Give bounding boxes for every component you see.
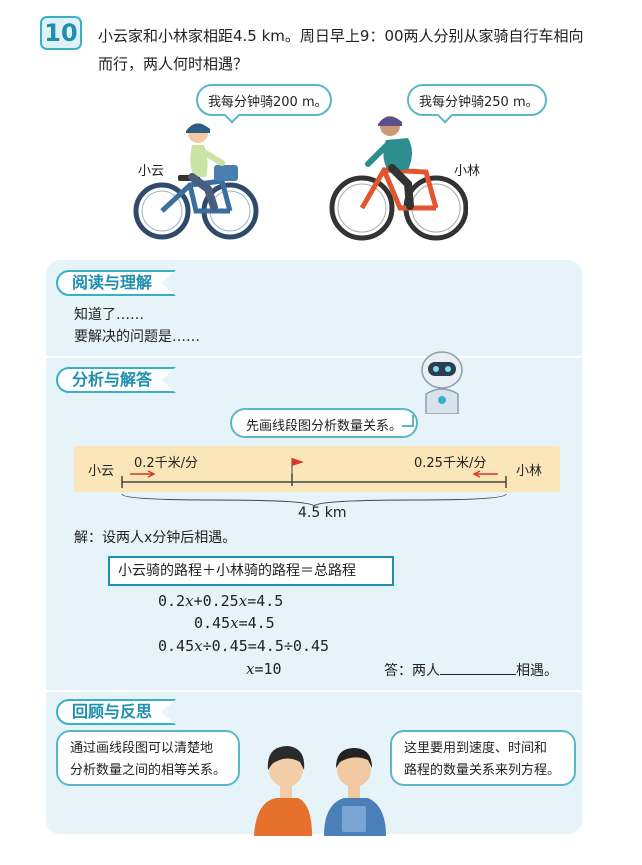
diagram-total-distance: 4.5 km	[298, 505, 347, 521]
equation-step-4: x=10	[246, 660, 282, 678]
cyclist-xiaolin-illustration	[329, 116, 468, 241]
read-line-known: 知道了……	[74, 307, 144, 323]
equation-relation-box: 小云骑的路程＋小林骑的路程＝总路程	[108, 556, 394, 586]
review-bubble-left-line2: 分析数量之间的相等关系。	[70, 763, 227, 778]
name-label-xiaolin: 小林	[454, 164, 481, 179]
review-bubble-left-line1: 通过画线段图可以清楚地	[70, 741, 214, 756]
robot-speech-bubble: 先画线段图分析数量关系。	[230, 408, 418, 438]
read-line-question: 要解决的问题是……	[74, 329, 200, 345]
problem-text: 小云家和小林家相距4.5 km。周日早上9：00两人分别从家骑自行车相向而行，两…	[98, 27, 584, 73]
diagram-label-xiaoyun: 小云	[88, 464, 115, 479]
review-bubble-right: 这里要用到速度、时间和 路程的数量关系来列方程。	[390, 730, 576, 786]
section-heading-read: 阅读与理解	[56, 270, 177, 296]
solution-intro: 解：设两人x分钟后相遇。	[74, 530, 237, 546]
diagram-label-xiaolin: 小林	[516, 464, 543, 479]
name-label-xiaoyun: 小云	[138, 164, 165, 179]
cyclist-xiaoyun-illustration	[133, 123, 259, 240]
section-heading-analyze: 分析与解答	[56, 367, 177, 393]
review-bubble-left: 通过画线段图可以清楚地 分析数量之间的相等关系。	[56, 730, 240, 786]
line-segment-diagram	[74, 446, 560, 492]
review-bubble-right-line2: 路程的数量关系来列方程。	[404, 763, 561, 778]
speed-label-xiaolin: 0.25千米/分	[414, 456, 487, 471]
speech-bubble-xiaoyun: 我每分钟骑200 m。	[196, 84, 332, 116]
robot-illustration	[421, 351, 463, 414]
problem-number: 10	[40, 16, 82, 50]
section-heading-review: 回顾与反思	[56, 699, 177, 725]
section-divider	[46, 690, 582, 692]
answer-sentence: 答：两人 相遇。	[384, 661, 558, 679]
speech-bubble-xiaolin: 我每分钟骑250 m。	[407, 84, 547, 116]
equation-step-3: 0.45x÷0.45=4.5÷0.45	[158, 637, 330, 655]
equation-step-2: 0.45x=4.5	[194, 614, 275, 632]
review-bubble-right-line1: 这里要用到速度、时间和	[404, 741, 548, 756]
distance-line-drawing	[121, 458, 507, 507]
students-illustration	[254, 746, 386, 836]
equation-step-1: 0.2x+0.25x=4.5	[158, 592, 284, 610]
speed-label-xiaoyun: 0.2千米/分	[134, 456, 199, 471]
section-divider	[46, 356, 582, 358]
answer-blank[interactable]	[440, 661, 516, 675]
